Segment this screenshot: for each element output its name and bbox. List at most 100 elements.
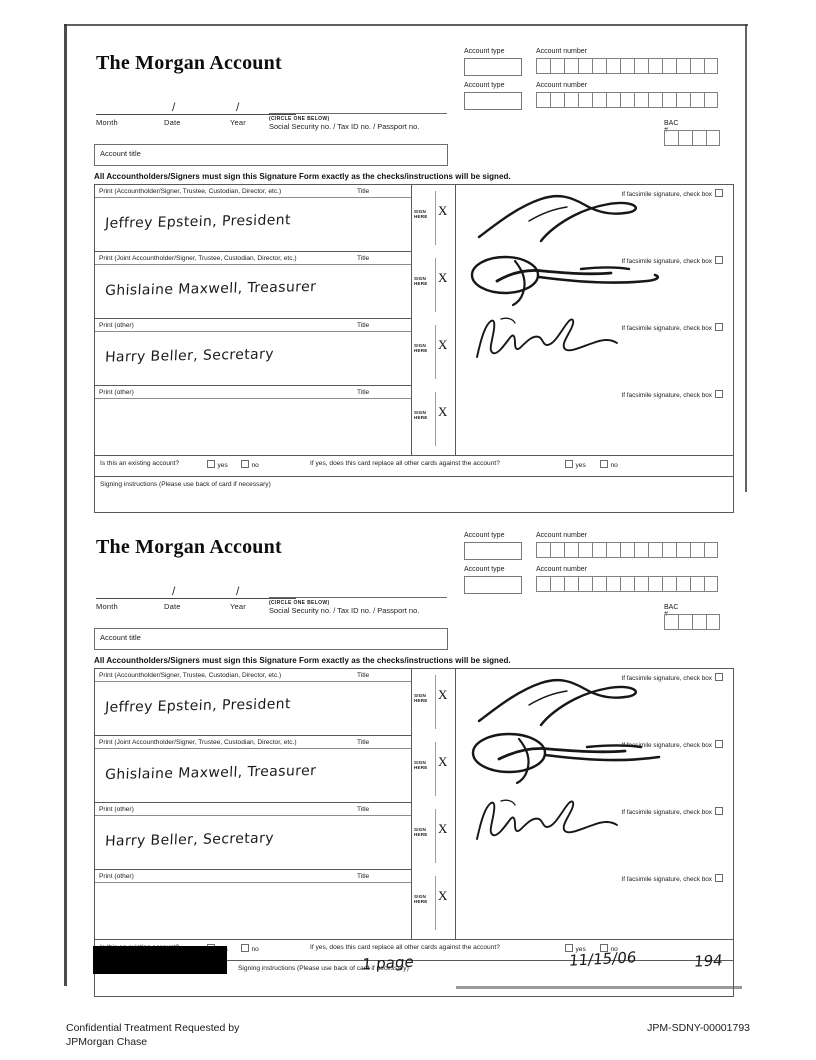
existing-account-no-option[interactable]: no <box>241 460 259 469</box>
account-number-grid[interactable] <box>536 58 718 74</box>
checkbox[interactable] <box>600 944 608 952</box>
circle-one-note: (CIRCLE ONE BELOW) <box>269 116 330 122</box>
facsimile-checkbox[interactable] <box>715 807 723 815</box>
facsimile-checkbox[interactable] <box>715 323 723 331</box>
facsimile-checkbox[interactable] <box>715 673 723 681</box>
existing-account-no-option[interactable]: no <box>241 944 259 953</box>
sign-x-mark: X <box>438 888 448 903</box>
print-row-body[interactable]: Ghislaine Maxwell, Treasurer <box>95 265 411 319</box>
facsimile-checkbox-row[interactable]: If facsimile signature, check box <box>621 189 723 198</box>
title-label: Title <box>357 321 370 329</box>
option-label: yes <box>575 946 586 953</box>
annotation-date-stamp: 11/15/06 <box>568 948 638 970</box>
bac-grid[interactable] <box>664 130 720 146</box>
checkbox[interactable] <box>207 460 215 468</box>
facsimile-checkbox[interactable] <box>715 256 723 264</box>
print-row-body[interactable]: Harry Beller, Secretary <box>95 816 411 870</box>
bac-grid[interactable] <box>664 614 720 630</box>
account-type-input[interactable] <box>464 58 522 76</box>
facsimile-checkbox[interactable] <box>715 189 723 197</box>
facsimile-label: If facsimile signature, check box <box>621 392 712 399</box>
sign-here-label: SIGN HERE <box>414 693 428 704</box>
sign-here-cell[interactable]: SIGN HERE X <box>411 870 455 937</box>
checkbox[interactable] <box>565 460 573 468</box>
sign-here-cell[interactable]: SIGN HERE X <box>411 386 455 453</box>
checkbox[interactable] <box>565 944 573 952</box>
print-row-body[interactable]: Ghislaine Maxwell, Treasurer <box>95 749 411 803</box>
existing-account-yes-option[interactable]: yes <box>207 460 228 469</box>
sign-here-cell[interactable]: SIGN HERE X <box>411 669 455 736</box>
sign-here-label: SIGN HERE <box>414 894 428 905</box>
facsimile-checkbox[interactable] <box>715 740 723 748</box>
signing-instruction-text: All Accountholders/Signers must sign thi… <box>94 656 511 665</box>
replace-cards-yes-option[interactable]: yes <box>565 460 586 469</box>
scan-edge-left <box>64 24 67 986</box>
facsimile-checkbox-row[interactable]: If facsimile signature, check box <box>621 874 723 883</box>
option-label: yes <box>217 462 228 469</box>
sign-here-cell[interactable]: SIGN HERE X <box>411 319 455 386</box>
sign-x-mark: X <box>438 404 448 419</box>
annotation-page-count: 1 page <box>361 952 415 974</box>
checkbox[interactable] <box>241 460 249 468</box>
account-row-2: Account type Account number <box>464 82 748 110</box>
checkbox[interactable] <box>600 460 608 468</box>
print-row-body[interactable] <box>95 399 411 453</box>
facsimile-checkbox-row[interactable]: If facsimile signature, check box <box>621 673 723 682</box>
scan-edge-top <box>64 24 748 26</box>
account-type-input[interactable] <box>464 576 522 594</box>
signing-instructions-label: Signing instructions (Please use back of… <box>100 481 271 488</box>
print-row-body[interactable]: Jeffrey Epstein, President <box>95 682 411 736</box>
facsimile-checkbox[interactable] <box>715 874 723 882</box>
account-number-grid[interactable] <box>536 92 718 108</box>
sign-here-cell[interactable]: SIGN HERE X <box>411 252 455 319</box>
signing-instructions-box[interactable]: Signing instructions (Please use back of… <box>94 960 734 997</box>
account-number-label: Account number <box>536 532 587 539</box>
confidential-line-2: JPMorgan Chase <box>66 1035 148 1048</box>
facsimile-checkbox-row[interactable]: If facsimile signature, check box <box>621 807 723 816</box>
replace-cards-no-option[interactable]: no <box>600 460 618 469</box>
facsimile-checkbox[interactable] <box>715 390 723 398</box>
sign-here-cell[interactable]: SIGN HERE X <box>411 736 455 803</box>
sign-here-cell[interactable]: SIGN HERE X <box>411 185 455 252</box>
bates-number: JPM-SDNY-00001793 <box>647 1022 750 1034</box>
sign-x-mark: X <box>438 754 448 769</box>
facsimile-checkbox-row[interactable]: If facsimile signature, check box <box>621 740 723 749</box>
date-slash-2: / <box>236 584 240 598</box>
facsimile-checkbox-row[interactable]: If facsimile signature, check box <box>621 323 723 332</box>
print-row-body[interactable]: Jeffrey Epstein, President <box>95 198 411 252</box>
sign-here-label: SIGN HERE <box>414 276 428 287</box>
replace-cards-no-option[interactable]: no <box>600 944 618 953</box>
date-rule <box>96 114 296 115</box>
title-label: Title <box>357 388 370 396</box>
signature-ink-beller <box>476 799 618 840</box>
handwritten-name: Harry Beller, Secretary <box>104 346 275 366</box>
print-label: Print (Joint Accountholder/Signer, Trust… <box>99 738 297 746</box>
print-row-body[interactable]: Harry Beller, Secretary <box>95 332 411 386</box>
account-title-input[interactable]: Account title <box>94 144 448 166</box>
account-type-input[interactable] <box>464 92 522 110</box>
sign-here-divider <box>435 191 436 245</box>
tax-id-label: Social Security no. / Tax ID no. / Passp… <box>269 606 420 615</box>
checkbox[interactable] <box>241 944 249 952</box>
account-number-grid[interactable] <box>536 542 718 558</box>
account-type-label: Account type <box>464 48 505 55</box>
title-label: Title <box>357 254 370 262</box>
sign-here-label: SIGN HERE <box>414 209 428 220</box>
account-title-input[interactable]: Account title <box>94 628 448 650</box>
option-label: no <box>251 946 259 953</box>
tax-id-label: Social Security no. / Tax ID no. / Passp… <box>269 122 420 131</box>
print-label: Print (Accountholder/Signer, Trustee, Cu… <box>99 187 282 195</box>
print-row-body[interactable] <box>95 883 411 937</box>
signing-instructions-box[interactable]: Signing instructions (Please use back of… <box>94 476 734 513</box>
replace-cards-yes-option[interactable]: yes <box>565 944 586 953</box>
facsimile-checkbox-row[interactable]: If facsimile signature, check box <box>621 390 723 399</box>
account-number-grid[interactable] <box>536 576 718 592</box>
sign-here-cell[interactable]: SIGN HERE X <box>411 803 455 870</box>
facsimile-label: If facsimile signature, check box <box>621 809 712 816</box>
facsimile-checkbox-row[interactable]: If facsimile signature, check box <box>621 256 723 265</box>
signature-ink-epstein <box>477 678 637 727</box>
account-row-1: Account type Account number <box>464 48 748 76</box>
account-type-input[interactable] <box>464 542 522 560</box>
signature-print-column: Print (Accountholder/Signer, Trustee, Cu… <box>95 185 412 455</box>
account-type-label: Account type <box>464 566 505 573</box>
